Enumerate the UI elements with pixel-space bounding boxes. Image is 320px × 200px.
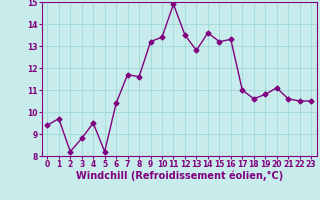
X-axis label: Windchill (Refroidissement éolien,°C): Windchill (Refroidissement éolien,°C) bbox=[76, 171, 283, 181]
